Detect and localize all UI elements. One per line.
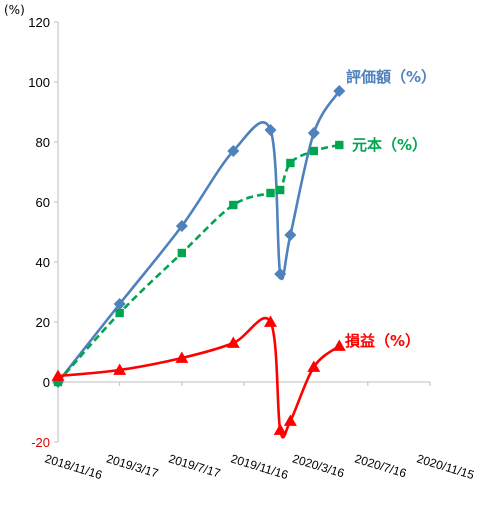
data-point-principal <box>115 308 124 318</box>
y-axis-ticks: -20 0 20 40 60 80 100 120 <box>28 15 58 450</box>
data-point-profit-loss <box>332 339 346 351</box>
data-point-profit-loss <box>283 414 297 426</box>
data-point-valuation <box>227 145 240 157</box>
x-tick-label: 2019/3/17 <box>105 451 160 480</box>
series-valuation <box>52 85 346 388</box>
y-tick-label: 40 <box>36 255 50 270</box>
data-point-principal <box>53 377 63 387</box>
x-tick-label: 2020/3/16 <box>291 451 346 480</box>
x-tick-label: 2020/7/16 <box>353 451 408 480</box>
data-point-principal <box>335 140 344 150</box>
data-point-profit-loss <box>226 336 240 348</box>
series-label-principal: 元本（%） <box>352 136 427 154</box>
data-point-valuation <box>333 85 346 97</box>
y-tick-label: 60 <box>36 195 50 210</box>
y-axis-unit-label: (%) <box>4 3 25 17</box>
y-tick-label: 20 <box>36 315 50 330</box>
data-point-principal <box>275 185 285 195</box>
data-point-profit-loss <box>307 360 321 372</box>
chart-series <box>51 85 346 439</box>
x-axis-ticks: 2018/11/16 2019/3/17 2019/7/17 2019/11/16 20… <box>43 382 476 482</box>
y-tick-label: 80 <box>36 135 50 150</box>
data-point-principal <box>309 146 319 156</box>
data-point-principal <box>286 158 295 168</box>
data-point-valuation <box>264 124 277 136</box>
x-tick-label: 2018/11/16 <box>43 451 104 482</box>
series-profit-loss <box>51 315 346 439</box>
x-tick-label: 2019/7/17 <box>167 451 222 480</box>
data-point-principal <box>229 200 238 210</box>
y-tick-label: -20 <box>31 435 50 450</box>
data-point-profit-loss <box>51 369 65 381</box>
y-tick-label: 120 <box>28 15 50 30</box>
data-point-principal <box>177 248 187 258</box>
data-point-profit-loss <box>263 315 277 327</box>
y-tick-label: 100 <box>28 75 50 90</box>
series-line-principal <box>57 143 340 383</box>
data-point-valuation <box>284 229 297 241</box>
data-point-valuation <box>274 268 287 280</box>
data-point-valuation <box>175 220 188 232</box>
data-point-principal <box>266 188 275 198</box>
series-label-profit-loss: 損益（%） <box>345 332 420 350</box>
data-point-valuation <box>307 127 320 139</box>
data-point-profit-loss <box>273 423 287 435</box>
data-point-profit-loss <box>113 363 127 375</box>
data-point-valuation <box>113 298 126 310</box>
y-tick-label: 0 <box>43 375 50 390</box>
series-principal <box>53 140 344 387</box>
series-labels: 評価額（%） 元本（%） 損益（%） <box>345 68 436 350</box>
series-line-profit-loss <box>57 316 341 439</box>
series-label-valuation: 評価額（%） <box>346 68 436 86</box>
x-tick-label: 2019/11/16 <box>229 451 290 482</box>
data-point-profit-loss <box>175 351 189 363</box>
x-tick-label: 2020/11/15 <box>415 451 476 482</box>
